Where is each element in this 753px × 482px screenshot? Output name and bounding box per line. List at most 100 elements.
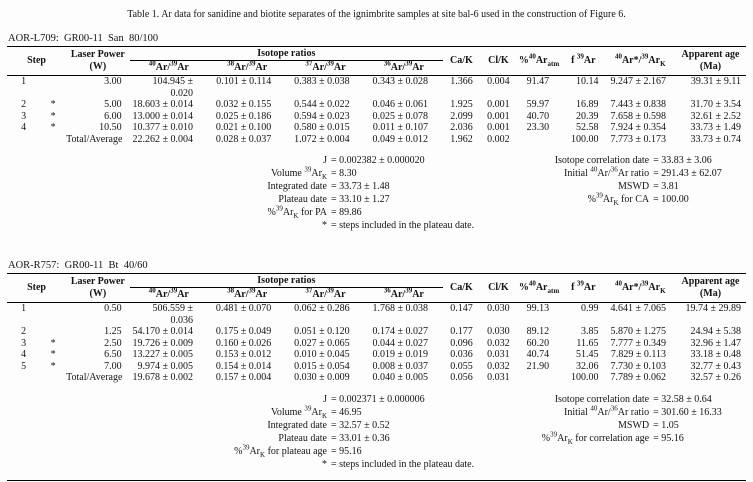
cell-apparent-age: 32.96 ± 1.47	[690, 337, 742, 349]
col-header-step: Step	[7, 273, 67, 303]
cell-plateau-flag	[40, 303, 66, 327]
summary-value-text: 89.86	[339, 207, 362, 218]
cell-ar36-ar39: 0.011 ± 0.107	[372, 122, 428, 133]
cell-ar40-ar39: 54.170 ± 0.014	[132, 326, 193, 337]
summary-value: = 46.95	[331, 406, 362, 418]
cell-step: 3	[21, 110, 27, 122]
table-row: 3 * 6.00 13.000 ± 0.014 0.025 ± 0.186 0.…	[7, 111, 746, 123]
summary-right-table: Isotope correlation date = 33.83 ± 3.06 …	[499, 155, 722, 207]
summary-label: Volume 39ArK	[270, 165, 327, 181]
col-header-pct-ar-atm: %40Aratm	[516, 273, 562, 303]
cell-f39ar: 0.99	[581, 303, 599, 314]
cell-apparent-age: 33.73 ± 0.74	[690, 133, 742, 145]
summary-value-text: 95.16	[661, 432, 684, 444]
cell-ca-k: 1.925	[450, 99, 473, 110]
summary-label: *	[322, 458, 327, 470]
summary-line: J = 0.002371 ± 0.000006	[177, 394, 474, 407]
cell-apparent-age: 32.61 ± 2.52	[690, 110, 742, 122]
cell-ar40-ar39: 19.678 ± 0.002	[132, 372, 193, 383]
cell-ar37-ar39: 0.015 ± 0.054	[294, 360, 350, 372]
cell-ar38-ar39: 0.175 ± 0.049	[215, 326, 272, 337]
summary-line: Isotope correlation date = 33.83 ± 3.06	[499, 155, 722, 168]
col-header-ar36-ar39: 36Ar/39Ar	[364, 287, 443, 303]
cell-pct-ar-atm: 21.90	[526, 360, 550, 372]
cell-ar36-ar39: 1.768 ± 0.038	[372, 303, 428, 314]
cell-apparent-age: 33.73 ± 1.49	[690, 122, 742, 133]
cell-pct-ar-atm: 91.47	[526, 76, 550, 87]
cell-ar36-ar39: 0.049 ± 0.012	[372, 133, 428, 145]
summary-line: MSWD = 3.81	[499, 181, 722, 194]
summary-value: = 33.10 ± 1.27	[331, 194, 390, 205]
cell-f39ar: 20.39	[576, 110, 599, 122]
col-header-apparent-age-line2: (Ma)	[699, 61, 722, 72]
summary-line: %39ArK for correlation age = 95.16	[499, 431, 722, 446]
cell-ar40-ar39: 13.227 ± 0.005	[132, 349, 193, 360]
summary-value-text: 8.30	[339, 168, 357, 179]
col-header-ar40-ar39: 40Ar/39Ar	[129, 60, 208, 76]
cell-plateau-flag: *	[50, 110, 56, 122]
cell-ar37-ar39: 0.062 ± 0.286	[294, 303, 350, 314]
col-header-apparent-age-line2: (Ma)	[699, 288, 722, 299]
cell-ar37-ar39: 0.027 ± 0.065	[294, 337, 350, 349]
cell-ca-k: 0.055	[450, 360, 473, 372]
cell-apparent-age: 32.77 ± 0.43	[690, 360, 742, 372]
summary-line: J = 0.002382 ± 0.000020	[177, 155, 474, 168]
summary-right-column: Isotope correlation date = 33.83 ± 3.06 …	[499, 155, 722, 233]
summary-line: Integrated date = 32.57 ± 0.52	[177, 420, 474, 433]
summary-value: = 95.16	[653, 432, 684, 444]
summary-left-column: J = 0.002382 ± 0.000020 Volume 39ArK = 8…	[177, 155, 474, 233]
summary-value-text: steps included in the plateau date.	[339, 458, 475, 470]
cell-plateau-flag: *	[50, 360, 56, 372]
cell-ar40-ar39: 13.000 ± 0.014	[132, 110, 193, 122]
cell-pct-ar-atm: 60.20	[526, 337, 550, 349]
col-header-laser-power-line1: Laser Power	[70, 49, 125, 60]
col-header-f39ar: f 39Ar	[561, 273, 606, 303]
cell-cl-k: 0.031	[487, 372, 510, 383]
cell-cl-k: 0.004	[487, 76, 510, 87]
cell-step: 5	[21, 360, 27, 372]
col-header-ca-k: Ca/K	[442, 46, 480, 76]
cell-laser-power: 0.50	[104, 303, 122, 314]
col-header-ar37-ar39: 37Ar/39Ar	[286, 60, 365, 76]
col-header-step: Step	[7, 46, 67, 76]
cell-plateau-flag: *	[50, 349, 56, 360]
sample-label: AOR-R757: GR00-11 Bt 40/60	[8, 260, 148, 271]
cell-ar36-ar39: 0.174 ± 0.027	[372, 326, 428, 337]
cell-ar36-ar39: 0.025 ± 0.078	[372, 110, 428, 122]
summary-line: Initial 40Ar/36Ar ratio = 301.60 ± 16.33	[499, 405, 722, 420]
cell-ar40rad-ar39k: 7.658 ± 0.598	[610, 110, 666, 122]
cell-cl-k: 0.030	[487, 303, 510, 314]
cell-ca-k: 0.056	[450, 372, 473, 383]
cell-step: 1	[21, 76, 27, 87]
cell-plateau-flag	[40, 76, 66, 100]
cell-cl-k: 0.032	[487, 360, 510, 372]
cell-cl-k: 0.001	[487, 110, 510, 122]
cell-ar37-ar39: 0.580 ± 0.015	[294, 122, 350, 133]
summary-value: = 89.86	[331, 207, 362, 218]
summary-value-text: 33.01 ± 0.36	[339, 432, 390, 444]
cell-ca-k: 0.036	[450, 349, 473, 360]
col-header-apparent-age: Apparent age (Ma)	[674, 46, 746, 76]
sample-section: AOR-L709: GR00-11 San 80/100 Step Laser …	[7, 33, 746, 233]
summary-value-text: 33.10 ± 1.27	[339, 194, 390, 205]
summary-line: Volume 39ArK = 46.95	[177, 405, 474, 420]
cell-ar40rad-ar39k: 7.443 ± 0.838	[610, 99, 666, 110]
summary-line: Isotope correlation date = 32.58 ± 0.64	[499, 394, 722, 407]
cell-laser-power: 5.00	[104, 99, 122, 110]
summary-right-table: Isotope correlation date = 32.58 ± 0.64 …	[499, 394, 722, 446]
cell-ar40rad-ar39k: 7.789 ± 0.062	[610, 372, 666, 383]
table-header: Step Laser Power (W) Isotope ratios Ca/K…	[7, 46, 746, 76]
cell-laser-power: 7.00	[104, 360, 122, 372]
col-header-ar40rad-ar39k: 40Ar*/39ArK	[605, 273, 675, 303]
summary-label: J	[323, 393, 327, 405]
cell-pct-ar-atm: 23.30	[526, 122, 550, 133]
cell-f39ar: 32.06	[576, 360, 599, 372]
cell-step	[7, 372, 40, 384]
summary-label: MSWD	[617, 181, 650, 192]
cell-laser-power: 6.50	[104, 349, 122, 360]
cell-apparent-age: 39.31 ± 9.11	[690, 76, 741, 87]
cell-apparent-age: 24.94 ± 5.38	[690, 326, 742, 337]
cell-ar36-ar39: 0.008 ± 0.037	[372, 360, 428, 372]
summary-value-text: 3.81	[661, 181, 679, 192]
cell-cl-k: 0.001	[487, 122, 510, 133]
